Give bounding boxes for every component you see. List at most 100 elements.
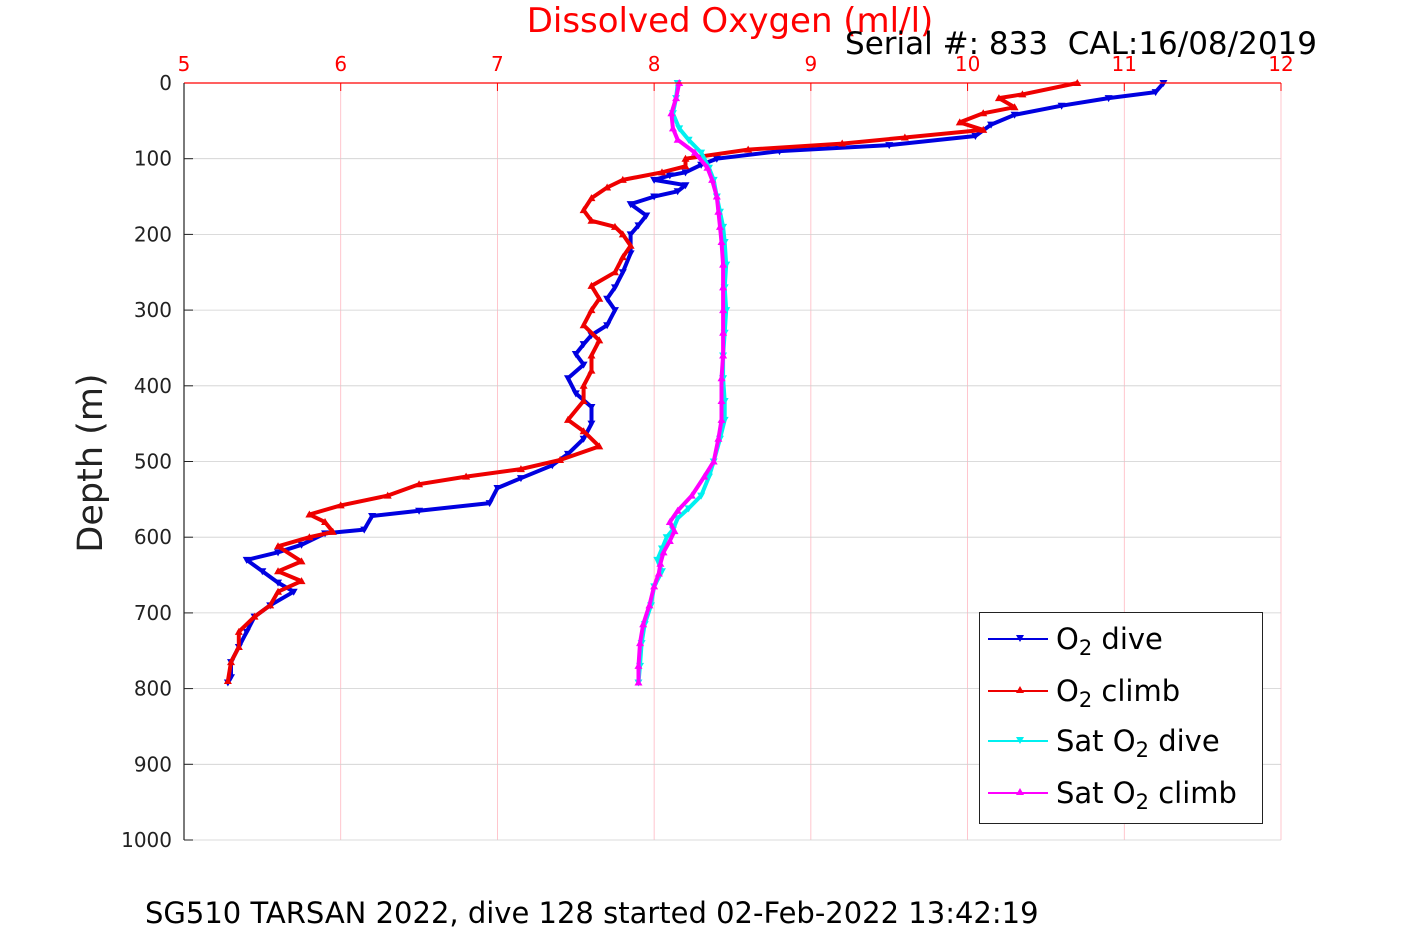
y-tick-label: 400 xyxy=(134,374,172,398)
series-o2-climb-point xyxy=(595,442,604,450)
series-o2-dive-point xyxy=(485,500,494,508)
series-o2-dive-point xyxy=(626,201,635,209)
y-tick-label: 600 xyxy=(134,525,172,549)
series-o2-climb-point xyxy=(579,427,588,435)
series-sat-o2-climb-point xyxy=(636,639,645,647)
series-o2-dive-point xyxy=(579,435,588,443)
series-o2-climb-point xyxy=(336,501,345,509)
series-o2-climb-point xyxy=(994,94,1003,102)
series-o2-climb-point xyxy=(274,542,283,550)
series-o2-climb-point xyxy=(744,145,753,153)
y-tick-label: 900 xyxy=(134,752,172,776)
series-sat-o2-climb-point xyxy=(719,260,728,268)
series-o2-climb-point xyxy=(618,175,627,183)
series-sat-o2-climb-point xyxy=(665,518,674,526)
series-o2-climb-point xyxy=(900,133,909,141)
series-o2-dive-point xyxy=(242,628,251,636)
series-sat-o2-climb xyxy=(634,79,728,686)
chart-title: Dissolved Oxygen (ml/l) xyxy=(526,1,934,41)
series-o2-dive-point xyxy=(274,549,283,557)
series-sat-o2-climb-point xyxy=(719,328,728,336)
series-sat-o2-climb-point xyxy=(717,415,726,423)
series-o2-climb-point xyxy=(563,415,572,423)
series-o2-climb-point xyxy=(305,533,314,541)
y-tick-label: 200 xyxy=(134,222,172,246)
series-o2-dive-point xyxy=(563,450,572,458)
series-o2-dive-point xyxy=(603,322,612,330)
series-o2-dive-point xyxy=(634,222,643,230)
series-sat-o2-climb-point xyxy=(667,109,676,117)
series-o2-dive-point xyxy=(493,484,502,492)
series-o2-climb-point xyxy=(274,587,283,595)
series-sat-o2-dive-point xyxy=(684,136,693,144)
series-sat-o2-climb-point xyxy=(639,620,648,628)
series-o2-dive-point xyxy=(1057,102,1066,110)
series-o2-climb-point xyxy=(587,306,596,314)
series-o2-dive-point xyxy=(775,148,784,156)
series-o2-dive-point xyxy=(258,568,267,576)
series-sat-o2-climb-point xyxy=(650,582,659,590)
legend: O2 dive O2 climb Sat O2 dive Sat O2 clim… xyxy=(979,612,1263,824)
series-o2-dive-point xyxy=(1010,111,1019,119)
series-o2-dive-point xyxy=(587,403,596,411)
series-sat-o2-climb-point xyxy=(712,192,721,200)
series-o2-climb-point xyxy=(266,601,275,609)
series-o2-climb-point xyxy=(587,194,596,202)
legend-item-o2-climb: O2 climb xyxy=(988,671,1180,712)
series-sat-o2-climb-point xyxy=(690,148,699,156)
series-o2-dive-point xyxy=(571,390,580,398)
series-o2-climb-point xyxy=(516,465,525,473)
axes: 5 6 7 8 9 10 11 12 0 100 200 300 400 500 600 700 800 900 1… xyxy=(121,52,1294,852)
series-sat-o2-climb-point xyxy=(654,569,663,577)
series-o2-climb-point xyxy=(610,268,619,276)
series-o2-climb-point xyxy=(415,480,424,488)
x-tick-label: 5 xyxy=(178,52,191,76)
series-sat-o2-climb-point xyxy=(703,163,712,171)
legend-swatch-o2-climb xyxy=(988,686,1048,693)
x-tick-label: 6 xyxy=(334,52,347,76)
y-axis-label: Depth (m) xyxy=(71,373,111,553)
series-sat-o2-climb-point xyxy=(668,124,677,132)
legend-label-sat-o2-dive: Sat O2 dive xyxy=(1056,724,1220,762)
series-o2-dive-point xyxy=(610,284,619,292)
series-sat-o2-climb-point xyxy=(687,491,696,499)
x-tick-label: 10 xyxy=(955,52,980,76)
series-sat-o2-climb-point xyxy=(719,283,728,291)
series-o2-climb-point xyxy=(234,642,243,650)
x-tick-label: 8 xyxy=(648,52,661,76)
series-o2-climb-point xyxy=(305,510,314,518)
series-o2-dive-point xyxy=(274,579,283,587)
series-o2-climb-point xyxy=(595,294,604,302)
series-o2-climb-point xyxy=(579,396,588,404)
series-sat-o2-climb-point xyxy=(665,536,674,544)
series-o2-climb-point xyxy=(321,518,330,526)
legend-item-sat-o2-climb: Sat O2 climb xyxy=(988,773,1237,814)
series-sat-o2-climb-point xyxy=(717,396,726,404)
series-o2-dive-point xyxy=(626,231,635,239)
series-sat-o2-climb-point xyxy=(645,601,654,609)
series-o2-climb-point xyxy=(328,527,337,535)
series-sat-o2-dive-point xyxy=(697,492,706,500)
series-sat-o2-climb-point xyxy=(672,94,681,102)
series-sat-o2-climb-point xyxy=(714,207,723,215)
series-o2-dive xyxy=(223,80,1168,687)
series-o2-dive-point xyxy=(618,269,627,277)
y-tick-label: 800 xyxy=(134,677,172,701)
series-sat-o2-climb-point xyxy=(659,548,668,556)
series-o2-climb-point xyxy=(579,206,588,214)
series-o2-dive-point xyxy=(297,541,306,549)
series-o2-climb-point xyxy=(587,366,596,374)
series-sat-o2-climb-point xyxy=(714,434,723,442)
series-o2-climb-line xyxy=(225,81,1080,683)
x-tick-label: 9 xyxy=(804,52,817,76)
y-tick-label: 500 xyxy=(134,450,172,474)
legend-item-o2-dive: O2 dive xyxy=(988,619,1163,660)
series-o2-climb-point xyxy=(587,216,596,224)
series-sat-o2-climb-point xyxy=(634,661,643,669)
series-o2-dive-point xyxy=(563,375,572,383)
series-o2-climb-point xyxy=(979,125,988,133)
series-o2-climb-point xyxy=(587,351,596,359)
x-tick-label: 11 xyxy=(1112,52,1137,76)
series-o2-dive-line xyxy=(225,81,1166,685)
series-o2-climb-point xyxy=(234,627,243,635)
